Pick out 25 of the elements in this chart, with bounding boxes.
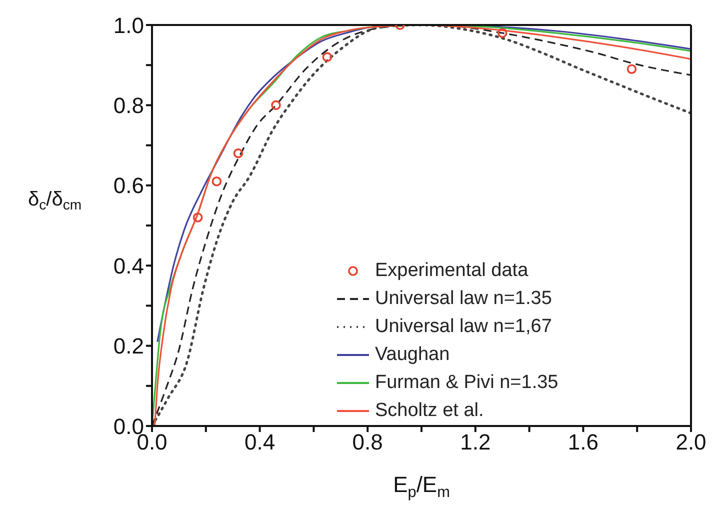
legend-label: Universal law n=1.35 <box>375 288 552 310</box>
point <box>626 64 637 74</box>
y-tick-label: 0.4 <box>113 253 144 278</box>
legend-label: Experimental data <box>375 260 528 282</box>
x-tick-label: 0.8 <box>352 430 383 455</box>
point <box>212 176 222 186</box>
legend-label: Vaughan <box>375 344 450 366</box>
x-tick-label: 2.0 <box>676 430 706 455</box>
legend-label: Universal law n=1,67 <box>375 316 552 338</box>
x-tick-label: 1.6 <box>568 430 598 455</box>
point <box>271 100 281 110</box>
point <box>233 148 244 158</box>
y-tick-label: 0.8 <box>113 93 144 118</box>
y-axis-title: δ$_{c}$/δ$_{cm}$ <box>28 188 82 213</box>
x-tick-label: 0.4 <box>244 430 276 455</box>
legend-label: Scholtz et al. <box>375 400 484 422</box>
y-tick-label: 1.0 <box>113 12 144 38</box>
y-tick-label: 0.2 <box>113 334 144 359</box>
point <box>192 212 203 222</box>
y-tick-label: 0.6 <box>113 173 144 198</box>
point <box>322 52 332 62</box>
x-axis-title: E$_{p}$/E$_{m}$ <box>393 472 450 500</box>
point <box>497 28 508 38</box>
legend-label: Furman & Pivi n=1.35 <box>375 372 558 394</box>
x-tick-label: 1.2 <box>460 430 491 455</box>
